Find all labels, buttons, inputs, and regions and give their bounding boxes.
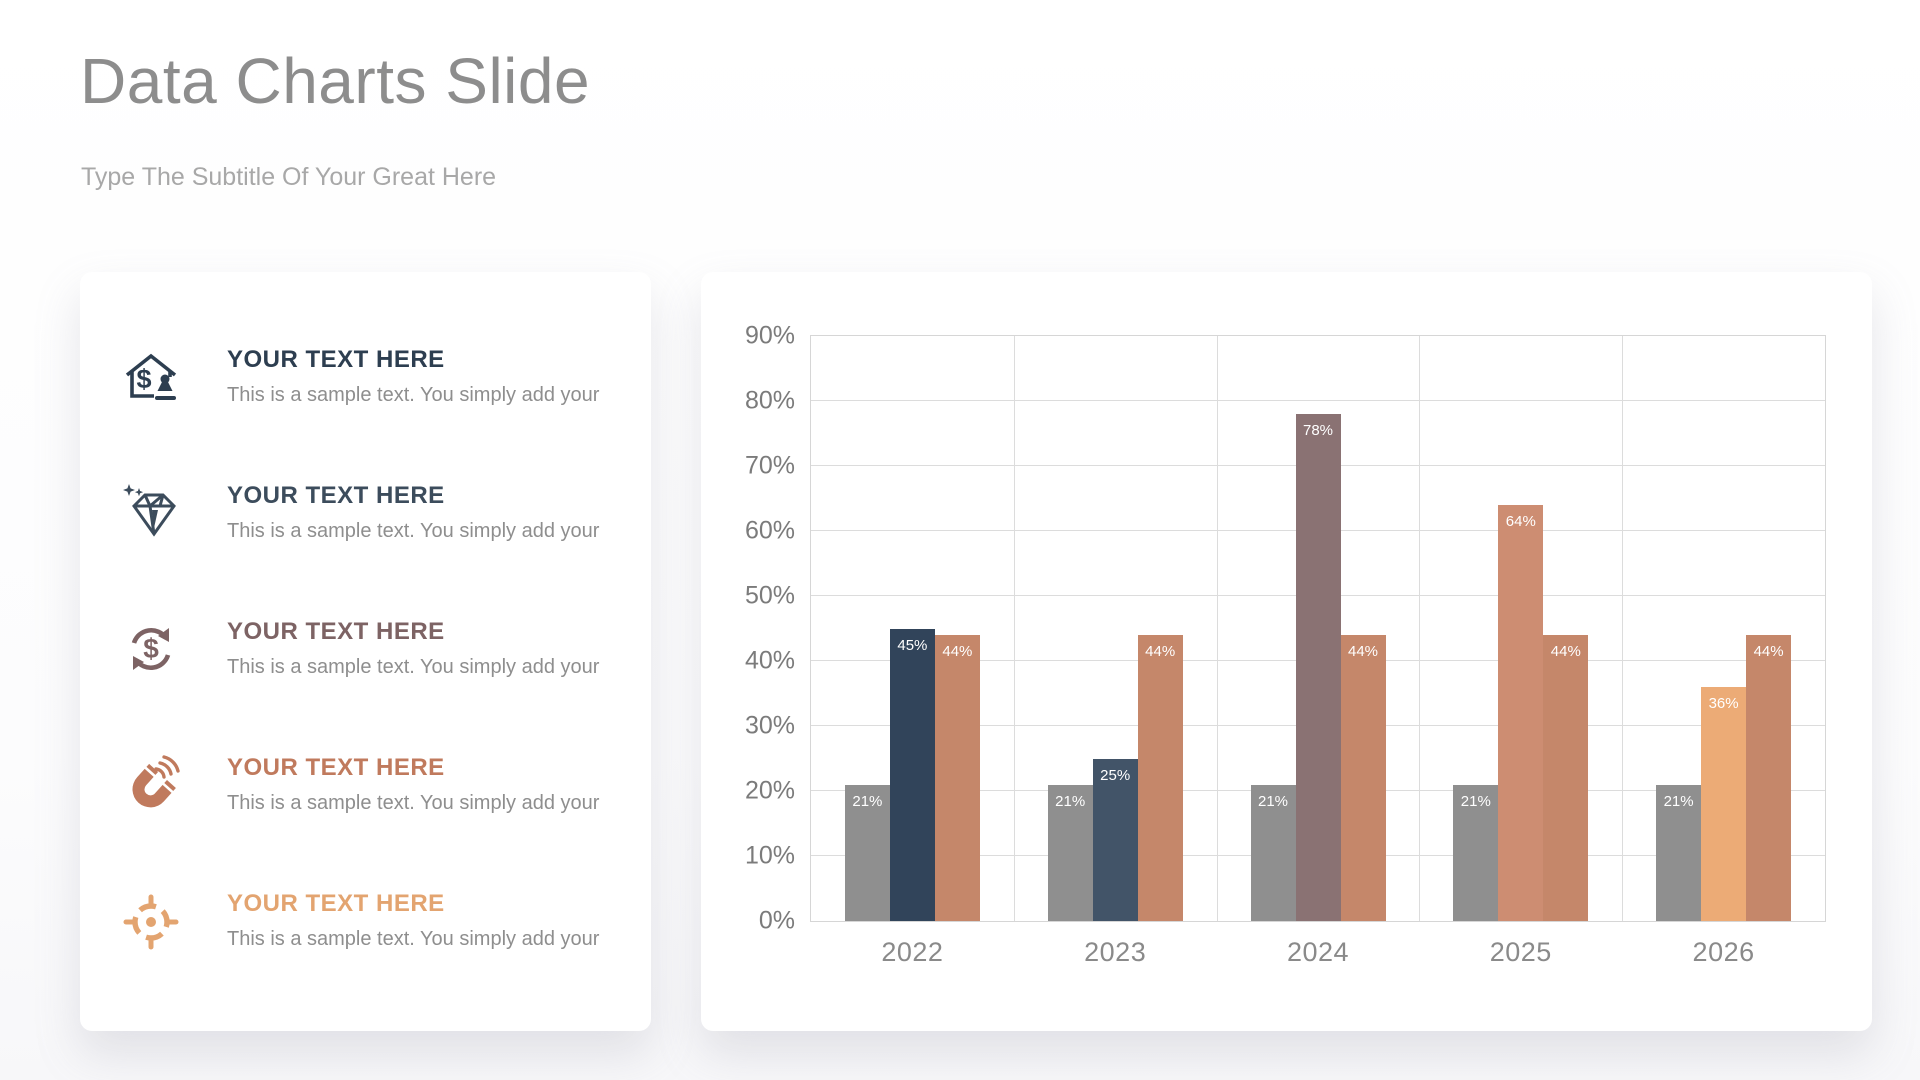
bar-value-label: 36% xyxy=(1708,695,1739,712)
target-icon xyxy=(115,884,187,956)
x-axis-category-label: 2024 xyxy=(1286,937,1350,967)
item-body: This is a sample text. You simply add yo… xyxy=(227,519,600,542)
chart-card: 0% 10% 20% 30% 40% 50% 60% 70% 80% 90% 21% 45% 44% 20… xyxy=(701,272,1872,1031)
y-axis-tick-label: 50% xyxy=(744,581,795,610)
info-card: $ YOUR TEXT HERE This is a sample text. … xyxy=(80,272,651,1031)
gridline-horizontal xyxy=(811,400,1825,401)
item-body: This is a sample text. You simply add yo… xyxy=(227,791,600,814)
gridline-vertical xyxy=(1419,336,1421,921)
bar-2023-series1: 21% xyxy=(1047,784,1093,921)
y-axis-tick-label: 30% xyxy=(744,711,795,740)
list-item: $ YOUR TEXT HERE This is a sample text. … xyxy=(115,336,651,416)
bar-2023-series3: 44% xyxy=(1137,635,1183,921)
bar-value-label: 64% xyxy=(1505,513,1536,530)
bar-2022-series1: 21% xyxy=(844,784,890,921)
y-axis-tick-label: 20% xyxy=(744,776,795,805)
item-heading: YOUR TEXT HERE xyxy=(227,617,445,645)
bar-2025-series1: 21% xyxy=(1453,784,1499,921)
item-heading: YOUR TEXT HERE xyxy=(227,345,445,373)
page-subtitle: Type The Subtitle Of Your Great Here xyxy=(81,163,497,191)
x-axis-category-label: 2022 xyxy=(881,937,944,967)
bar-value-label: 44% xyxy=(942,643,973,660)
bar-value-label: 44% xyxy=(1145,643,1176,660)
bar-value-label: 21% xyxy=(1663,792,1694,810)
house-dollar-stamp-icon: $ xyxy=(115,340,187,412)
item-heading: YOUR TEXT HERE xyxy=(227,889,445,917)
x-axis-category-label: 2023 xyxy=(1084,937,1147,967)
bar-value-label: 21% xyxy=(1055,792,1086,810)
diamond-icon xyxy=(115,476,187,548)
list-item: $ YOUR TEXT HERE This is a sample text. … xyxy=(115,608,651,688)
bar-2026-series2: 36% xyxy=(1701,687,1747,921)
list-item: YOUR TEXT HERE This is a sample text. Yo… xyxy=(115,880,651,960)
bar-2022-series2: 45% xyxy=(889,628,935,921)
item-body: This is a sample text. You simply add yo… xyxy=(227,383,600,406)
y-axis-tick-label: 80% xyxy=(744,386,795,415)
y-axis-tick-label: 40% xyxy=(744,646,795,675)
bar-value-label: 44% xyxy=(1550,643,1581,660)
bar-2025-series2: 64% xyxy=(1498,505,1544,921)
page-title: Data Charts Slide xyxy=(80,45,591,117)
bar-value-label: 21% xyxy=(852,792,883,810)
bar-value-label: 25% xyxy=(1100,766,1131,784)
chart-plot: 0% 10% 20% 30% 40% 50% 60% 70% 80% 90% 21% 45% 44% 20… xyxy=(745,322,1826,967)
y-axis-tick-label: 0% xyxy=(758,906,795,935)
list-item: YOUR TEXT HERE This is a sample text. Yo… xyxy=(115,472,651,552)
bar-2024-series3: 44% xyxy=(1340,635,1386,921)
bar-value-label: 45% xyxy=(897,636,928,654)
bar-2022-series3: 44% xyxy=(934,635,980,921)
gridline-vertical xyxy=(1013,336,1015,921)
item-heading: YOUR TEXT HERE xyxy=(227,481,445,509)
svg-text:$: $ xyxy=(136,364,151,394)
x-axis-category-label: 2026 xyxy=(1692,937,1755,967)
y-axis-tick-label: 60% xyxy=(744,516,795,545)
x-axis-category-label: 2025 xyxy=(1489,937,1552,967)
bar-value-label: 44% xyxy=(1753,643,1784,660)
bar-value-label: 44% xyxy=(1347,643,1379,660)
bar-value-label: 21% xyxy=(1257,792,1289,810)
bar-2026-series1: 21% xyxy=(1656,784,1702,921)
info-list: $ YOUR TEXT HERE This is a sample text. … xyxy=(80,272,651,960)
item-body: This is a sample text. You simply add yo… xyxy=(227,655,600,678)
gridline-vertical xyxy=(1622,336,1624,921)
bar-2024-series2: 78% xyxy=(1295,414,1341,921)
y-axis-tick-label: 70% xyxy=(744,451,795,480)
bar-2026-series3: 44% xyxy=(1746,635,1792,921)
list-item: YOUR TEXT HERE This is a sample text. Yo… xyxy=(115,744,651,824)
y-axis-tick-label: 10% xyxy=(744,841,795,870)
bar-2024-series1: 21% xyxy=(1250,784,1296,921)
svg-text:$: $ xyxy=(143,633,159,664)
gridline-vertical xyxy=(1216,336,1218,921)
item-heading: YOUR TEXT HERE xyxy=(227,753,445,781)
y-axis-tick-label: 90% xyxy=(744,321,795,350)
bar-value-label: 78% xyxy=(1302,422,1334,439)
item-body: This is a sample text. You simply add yo… xyxy=(227,927,600,950)
bar-2023-series2: 25% xyxy=(1092,758,1138,921)
bar-value-label: 21% xyxy=(1460,792,1491,810)
bar-2025-series3: 44% xyxy=(1543,635,1589,921)
dollar-sync-icon: $ xyxy=(115,612,187,684)
magnet-icon xyxy=(115,748,187,820)
